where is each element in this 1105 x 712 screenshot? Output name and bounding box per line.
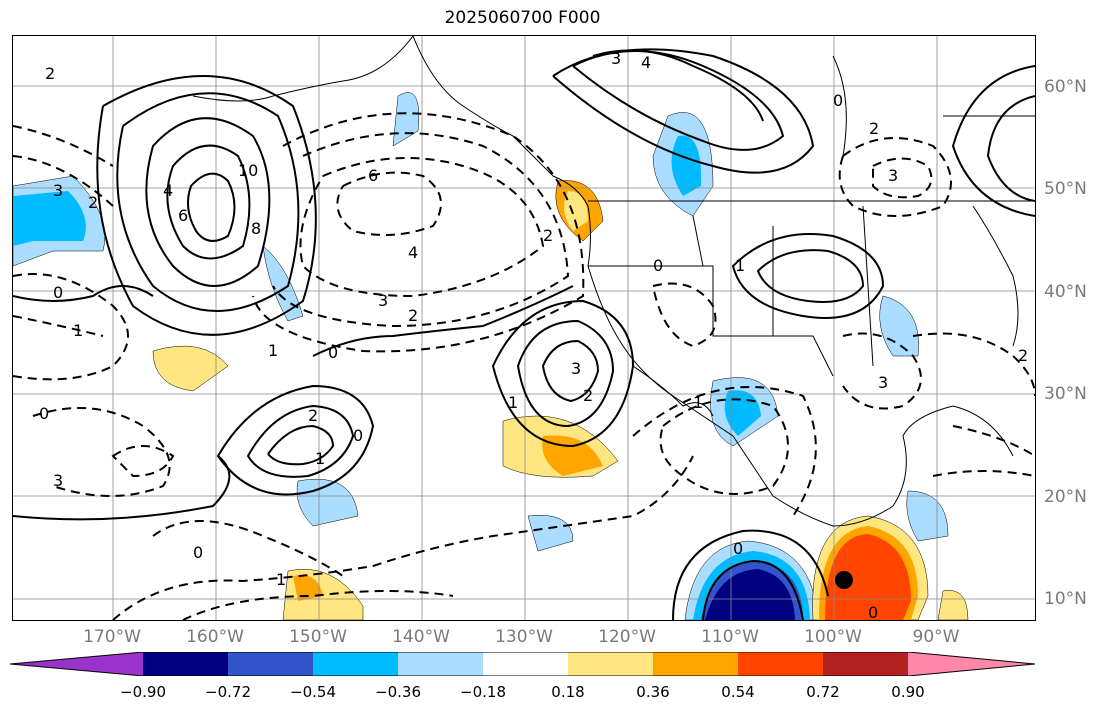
lat-label: 30°N [1044, 384, 1087, 404]
contour-label: 4 [163, 181, 173, 200]
contour-label: 3 [878, 373, 888, 392]
colorbar-segment [653, 652, 738, 676]
contour-label: 2 [45, 64, 55, 83]
contour-label: 8 [251, 219, 261, 238]
colorbar-segment [483, 652, 568, 676]
contour-label: 6 [178, 206, 188, 225]
contour-label: 3 [378, 291, 388, 310]
contour-label: 4 [408, 243, 418, 262]
colorbar-segment [823, 652, 908, 676]
contour-label: 3 [888, 166, 898, 185]
shaded-anomalies [13, 92, 969, 620]
contour-label: 3 [571, 359, 581, 378]
colorbar-tick: 0.36 [636, 683, 670, 701]
colorbar-segment [908, 652, 1035, 676]
contour-label: 0 [833, 91, 843, 110]
colorbar-segment [738, 652, 823, 676]
contour-lines [13, 48, 1035, 620]
colorbar-segment [10, 652, 143, 676]
contour-label: 1 [735, 256, 745, 275]
contour-label: 2 [583, 386, 593, 405]
lon-label: 150°W [289, 627, 347, 647]
lat-label: 60°N [1044, 77, 1087, 97]
contour-label: 0 [328, 343, 338, 362]
dashed-contours [13, 112, 1035, 620]
lon-label: 90°W [912, 627, 960, 647]
contour-label: 1 [693, 393, 703, 412]
contour-label: 2 [88, 193, 98, 212]
lon-label: 160°W [186, 627, 244, 647]
colorbar-tick: −0.18 [460, 683, 506, 701]
contour-label: 0 [653, 256, 663, 275]
colorbar [10, 652, 1036, 676]
colorbar-tick: 0.72 [806, 683, 840, 701]
contour-label: 10 [238, 161, 258, 180]
colorbar-tick: −0.90 [120, 683, 166, 701]
colorbar-segment [313, 652, 398, 676]
lon-label: 100°W [804, 627, 862, 647]
contour-label: 2 [543, 226, 553, 245]
colorbar-tick: 0.90 [891, 683, 925, 701]
colorbar-tick: −0.72 [205, 683, 251, 701]
contour-label: 1 [508, 393, 518, 412]
contour-label: 0 [353, 426, 363, 445]
lat-label: 40°N [1044, 282, 1087, 302]
contour-label: 3 [611, 49, 621, 68]
lat-label: 10°N [1044, 589, 1087, 609]
colorbar-segment [398, 652, 483, 676]
map-title: 2025060700 F000 [444, 8, 601, 28]
contour-label: 2 [869, 119, 879, 138]
colorbar-segment [228, 652, 313, 676]
contour-label: 4 [641, 53, 651, 72]
contour-label: 0 [868, 603, 878, 620]
contour-label-group: 2 10 8 6 4 3 2 0 6 4 3 2 1 0 2 1 0 3 2 1… [39, 49, 1028, 620]
contour-label: 3 [53, 471, 63, 490]
contour-label: 1 [276, 570, 286, 589]
contour-label: 2 [308, 406, 318, 425]
colorbar-segment [568, 652, 653, 676]
contour-label: 0 [53, 283, 63, 302]
colorbar-tick: 0.54 [721, 683, 755, 701]
colorbar-tick: 0.18 [551, 683, 585, 701]
colorbar-segment [143, 652, 228, 676]
colorbar-tick: −0.36 [375, 683, 421, 701]
contour-label: 1 [315, 449, 325, 468]
contour-label: 2 [1018, 346, 1028, 365]
graticule [13, 36, 1035, 620]
contour-label: 0 [733, 539, 743, 558]
contour-label: 6 [368, 166, 378, 185]
lon-label: 140°W [392, 627, 450, 647]
lon-label: 170°W [83, 627, 141, 647]
contour-label: 1 [268, 341, 278, 360]
contour-label: 3 [53, 181, 63, 200]
contour-label: 0 [39, 404, 49, 423]
map-canvas: 2 10 8 6 4 3 2 0 6 4 3 2 1 0 2 1 0 3 2 1… [13, 36, 1035, 620]
contour-label: 0 [193, 543, 203, 562]
contour-label: 2 [408, 306, 418, 325]
map-panel: 2 10 8 6 4 3 2 0 6 4 3 2 1 0 2 1 0 3 2 1… [12, 35, 1036, 621]
contour-label: 1 [73, 321, 83, 340]
lat-label: 50°N [1044, 179, 1087, 199]
lon-label: 130°W [495, 627, 553, 647]
lon-label: 110°W [701, 627, 759, 647]
colorbar-tick: −0.54 [290, 683, 336, 701]
lon-label: 120°W [598, 627, 656, 647]
lat-label: 20°N [1044, 487, 1087, 507]
